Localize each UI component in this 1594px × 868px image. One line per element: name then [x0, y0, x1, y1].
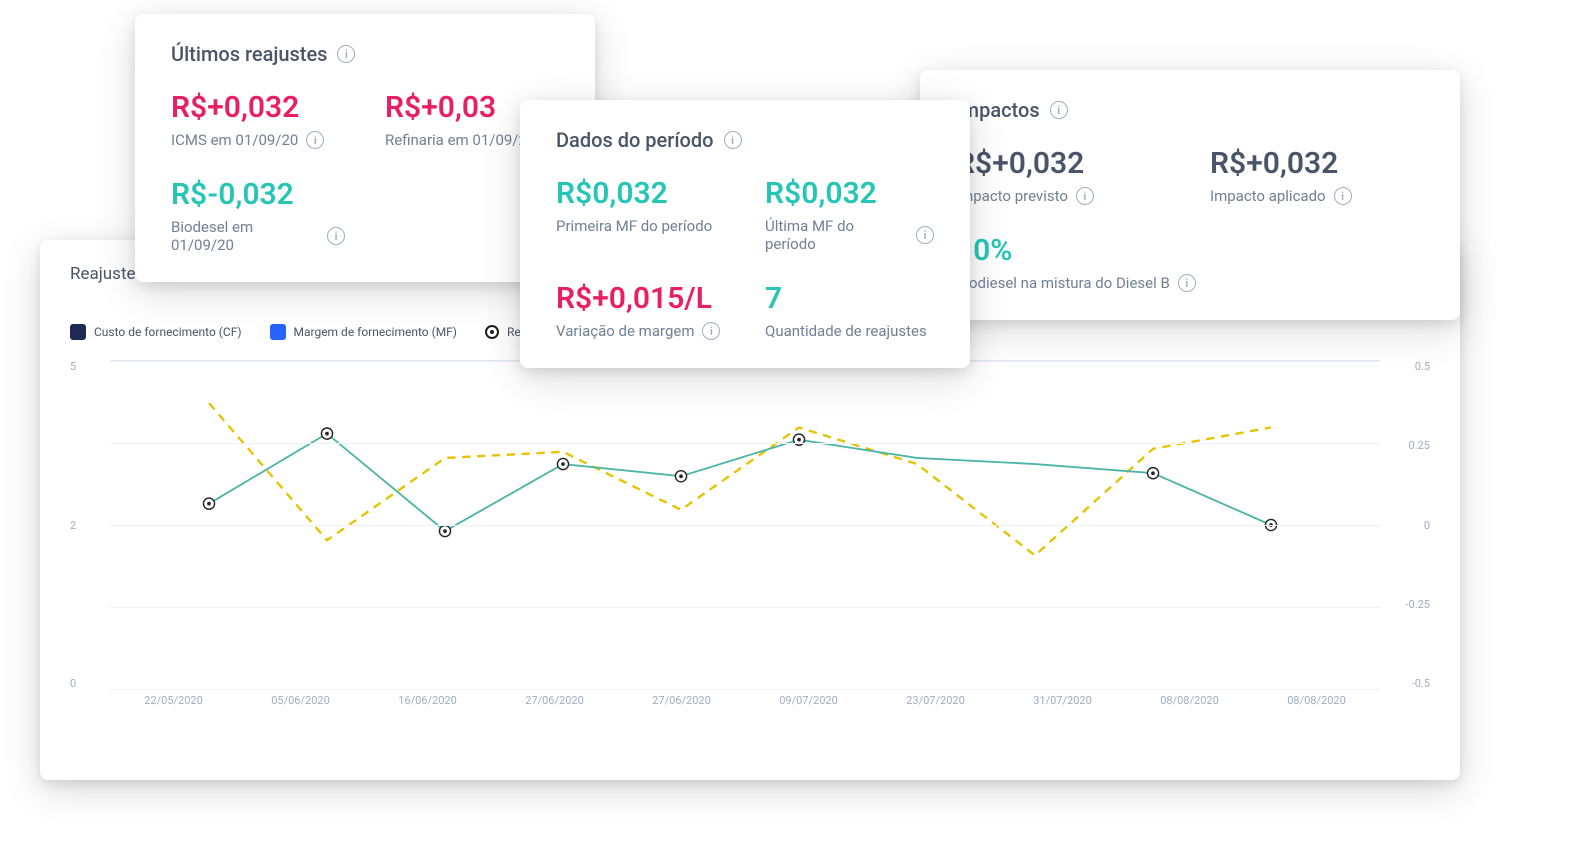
swatch-icon — [70, 324, 86, 340]
card-title: Últimos reajustes — [171, 42, 559, 66]
info-icon[interactable] — [1050, 101, 1068, 119]
legend-mf: Margem de fornecimento (MF) — [270, 324, 457, 340]
metric-label: Impacto previsto — [956, 187, 1170, 205]
metric-impacto-previsto: R$+0,032 Impacto previsto — [956, 146, 1170, 205]
info-icon[interactable] — [337, 45, 355, 63]
card-dados-periodo: Dados do período R$0,032 Primeira MF do … — [520, 100, 970, 368]
label-text: ICMS em 01/09/20 — [171, 131, 298, 149]
label-text: Impacto aplicado — [1210, 187, 1326, 205]
x-tick-label: 23/07/2020 — [891, 694, 981, 720]
metric-variacao: R$+0,015/L Variação de margem — [556, 281, 725, 340]
metric-label: Impacto aplicado — [1210, 187, 1424, 205]
chart-area: 520 0.50.250-0.25-0.5 22/05/2020 05/06/20… — [70, 360, 1430, 720]
info-icon[interactable] — [327, 227, 345, 245]
swatch-icon — [270, 324, 286, 340]
metric-value: R$-0,032 — [171, 177, 345, 212]
card-title: Dados do período — [556, 128, 934, 152]
x-tick-label: 22/05/2020 — [129, 694, 219, 720]
label-text: Quantidade de reajustes — [765, 322, 927, 340]
metric-value: R$+0,032 — [1210, 146, 1424, 181]
label-text: Primeira MF do período — [556, 217, 712, 235]
metric-biodiesel-mix: 10% Biodiesel na mistura do Diesel B — [956, 233, 1424, 292]
metric-quantidade: 7 Quantidade de reajustes — [765, 281, 934, 340]
metric-value: 10% — [956, 233, 1424, 268]
x-tick-label: 08/08/2020 — [1272, 694, 1362, 720]
title-text: Últimos reajustes — [171, 42, 327, 66]
label-text: Última MF do período — [765, 217, 908, 253]
metric-value: R$0,032 — [556, 176, 725, 211]
card-impactos: Impactos R$+0,032 Impacto previsto R$+0,… — [920, 70, 1460, 320]
metric-value: R$+0,032 — [171, 90, 345, 125]
x-tick-label: 16/06/2020 — [383, 694, 473, 720]
metric-icms: R$+0,032 ICMS em 01/09/20 — [171, 90, 345, 149]
metric-value: R$+0,032 — [956, 146, 1170, 181]
dados-grid: R$0,032 Primeira MF do período R$0,032 Ú… — [556, 176, 934, 340]
x-axis-labels: 22/05/2020 05/06/2020 16/06/2020 27/06/2020… — [110, 694, 1380, 720]
x-tick-label: 27/06/2020 — [637, 694, 727, 720]
info-icon[interactable] — [916, 226, 934, 244]
card-title: Impactos — [956, 98, 1424, 122]
metric-ultima-mf: R$0,032 Última MF do período — [765, 176, 934, 253]
metric-label: ICMS em 01/09/20 — [171, 131, 345, 149]
metric-impacto-aplicado: R$+0,032 Impacto aplicado — [1210, 146, 1424, 205]
x-tick-label: 05/06/2020 — [256, 694, 346, 720]
metric-primeira-mf: R$0,032 Primeira MF do período — [556, 176, 725, 253]
info-icon[interactable] — [306, 131, 324, 149]
info-icon[interactable] — [1076, 187, 1094, 205]
chart-plot — [110, 360, 1380, 690]
info-icon[interactable] — [1178, 274, 1196, 292]
info-icon[interactable] — [724, 131, 742, 149]
metric-value: R$+0,015/L — [556, 281, 725, 316]
metric-biodiesel: R$-0,032 Biodesel em 01/09/20 — [171, 177, 345, 254]
legend-cf: Custo de fornecimento (CF) — [70, 324, 242, 340]
label-text: Impacto previsto — [956, 187, 1068, 205]
metric-label: Biodiesel na mistura do Diesel B — [956, 274, 1424, 292]
x-tick-label: 08/08/2020 — [1145, 694, 1235, 720]
label-text: Biodiesel na mistura do Diesel B — [956, 274, 1170, 292]
info-icon[interactable] — [702, 322, 720, 340]
y-axis-left: 520 — [70, 360, 100, 690]
metric-label: Variação de margem — [556, 322, 725, 340]
metric-value: 7 — [765, 281, 934, 316]
title-text: Dados do período — [556, 128, 714, 152]
legend-label: Margem de fornecimento (MF) — [294, 325, 457, 339]
x-tick-label: 27/06/2020 — [510, 694, 600, 720]
reajustes-grid: R$+0,032 ICMS em 01/09/20 R$+0,03 Refina… — [171, 90, 559, 254]
marker-icon — [485, 325, 499, 339]
metric-label: Primeira MF do período — [556, 217, 725, 235]
metric-label: Última MF do período — [765, 217, 934, 253]
impactos-grid: R$+0,032 Impacto previsto R$+0,032 Impac… — [956, 146, 1424, 292]
label-text: Refinaria em 01/09/2 — [385, 131, 527, 149]
metric-value: R$0,032 — [765, 176, 934, 211]
x-tick-label: 09/07/2020 — [764, 694, 854, 720]
metric-label: Biodesel em 01/09/20 — [171, 218, 345, 254]
label-text: Variação de margem — [556, 322, 694, 340]
x-tick-label: 31/07/2020 — [1018, 694, 1108, 720]
metric-label: Quantidade de reajustes — [765, 322, 934, 340]
y-axis-right: 0.50.250-0.25-0.5 — [1390, 360, 1430, 690]
legend-label: Custo de fornecimento (CF) — [94, 325, 242, 339]
info-icon[interactable] — [1334, 187, 1352, 205]
label-text: Biodesel em 01/09/20 — [171, 218, 319, 254]
